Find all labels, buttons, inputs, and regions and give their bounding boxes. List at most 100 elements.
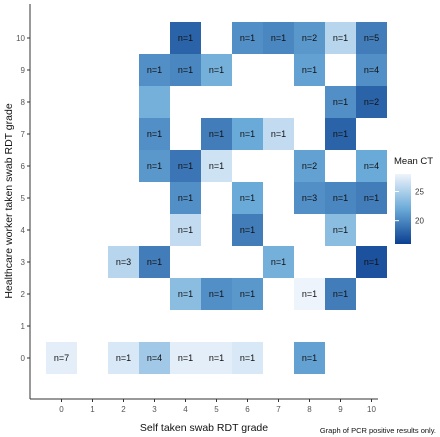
x-tick-label: 7	[276, 405, 281, 414]
x-tick-label: 3	[152, 405, 157, 414]
heatmap-cell	[232, 182, 263, 214]
heatmap-cell	[139, 342, 170, 374]
axis-ticks: 0 1 2 3 4 5 6 7 8 9 10 0 1 2 3 4 5 6 7 8 9 10	[16, 34, 376, 414]
cell-count-label: n=1	[333, 289, 348, 299]
heatmap-cell	[232, 342, 263, 374]
heatmap-cell	[170, 54, 201, 86]
y-tick-label: 2	[21, 290, 26, 299]
heatmap-cell	[325, 86, 356, 118]
cell-count-label: n=1	[178, 225, 193, 235]
x-tick-label: 0	[59, 405, 64, 414]
y-tick-label: 4	[21, 226, 26, 235]
heatmap-cell	[232, 214, 263, 246]
y-tick-label: 0	[21, 354, 26, 363]
y-tick-label: 1	[21, 322, 26, 331]
cell-count-label: n=1	[271, 33, 286, 43]
cell-count-label: n=1	[209, 129, 224, 139]
cell-count-label: n=1	[209, 65, 224, 75]
cell-count-label: n=5	[364, 33, 379, 43]
heatmap-cell	[294, 22, 325, 54]
cell-count-label: n=1	[209, 353, 224, 363]
chart-caption: Graph of PCR positive results only.	[320, 426, 436, 435]
cell-count-label: n=1	[364, 257, 379, 267]
heatmap-cell	[201, 118, 232, 150]
heatmap-cell	[263, 118, 294, 150]
cell-count-label: n=2	[302, 33, 317, 43]
heatmap-cell	[108, 246, 139, 278]
heatmap-cell	[325, 118, 356, 150]
cell-count-label: n=1	[178, 33, 193, 43]
heatmap-cell	[232, 118, 263, 150]
y-tick-label: 9	[21, 66, 26, 75]
cell-count-label: n=1	[147, 257, 162, 267]
cell-count-label: n=1	[302, 289, 317, 299]
cell-count-label: n=1	[333, 225, 348, 235]
legend-tick-label: 20	[415, 217, 424, 226]
cell-count-label: n=1	[116, 353, 131, 363]
cell-count-label: n=4	[147, 353, 162, 363]
cell-count-label: n=1	[271, 257, 286, 267]
x-tick-label: 2	[121, 405, 126, 414]
cell-count-label: n=1	[240, 289, 255, 299]
cell-count-label: n=1	[364, 193, 379, 203]
heatmap-cell	[263, 22, 294, 54]
cell-count-label: n=1	[240, 353, 255, 363]
cell-count-label: n=1	[271, 129, 286, 139]
cell-count-label: n=1	[333, 97, 348, 107]
cell-count-label: n=1	[240, 193, 255, 203]
cell-count-label: n=1	[178, 193, 193, 203]
cell-count-label: n=1	[240, 33, 255, 43]
heatmap-cell	[356, 22, 387, 54]
x-axis-title: Self taken swab RDT grade	[140, 422, 268, 434]
heatmap-cells: n=7 n=1 n=4 n=1 n=1 n=1 n=1 n=1 n=1 n=1 n=1 n=1 n=3 n…	[46, 22, 387, 374]
cell-count-label: n=1	[209, 161, 224, 171]
cell-count-label: n=1	[178, 289, 193, 299]
cell-count-label: n=2	[302, 161, 317, 171]
heatmap-cell	[294, 342, 325, 374]
cell-count-label: n=1	[240, 129, 255, 139]
heatmap-cell	[356, 54, 387, 86]
x-tick-label: 4	[183, 405, 188, 414]
y-tick-label: 5	[21, 194, 26, 203]
cell-count-label: n=2	[364, 97, 379, 107]
cell-count-label: n=4	[364, 161, 379, 171]
cell-count-label: n=1	[147, 65, 162, 75]
heatmap-cell	[294, 278, 325, 310]
heatmap-cell	[201, 150, 232, 182]
y-tick-label: 6	[21, 162, 26, 171]
cell-count-label: n=1	[147, 129, 162, 139]
heatmap-cell	[356, 182, 387, 214]
y-tick-label: 3	[21, 258, 26, 267]
x-tick-label: 8	[307, 405, 312, 414]
x-tick-label: 6	[245, 405, 250, 414]
heatmap-cell	[139, 54, 170, 86]
heatmap-cell	[139, 246, 170, 278]
heatmap-cell	[139, 118, 170, 150]
heatmap-cell	[232, 22, 263, 54]
heatmap-cell	[201, 342, 232, 374]
x-tick-label: 10	[367, 405, 376, 414]
heatmap-cell	[325, 182, 356, 214]
cell-count-label: n=4	[364, 65, 379, 75]
heatmap-cell	[170, 278, 201, 310]
heatmap-cell	[170, 150, 201, 182]
cell-count-label: n=1	[147, 161, 162, 171]
cell-count-label: n=7	[54, 353, 69, 363]
cell-count-label: n=1	[240, 225, 255, 235]
legend-colorbar	[395, 174, 411, 244]
heatmap-cell	[170, 182, 201, 214]
cell-count-label: n=1	[333, 193, 348, 203]
y-tick-label: 8	[21, 98, 26, 107]
heatmap-cell	[232, 278, 263, 310]
x-tick-label: 9	[338, 405, 343, 414]
legend-title: Mean CT	[394, 156, 433, 167]
cell-count-label: n=1	[178, 353, 193, 363]
cell-count-label: n=1	[333, 129, 348, 139]
heatmap-cell	[139, 86, 170, 118]
heatmap-cell	[294, 54, 325, 86]
heatmap-cell	[356, 246, 387, 278]
y-tick-label: 10	[16, 34, 25, 43]
cell-count-label: n=1	[209, 289, 224, 299]
heatmap-cell	[356, 150, 387, 182]
